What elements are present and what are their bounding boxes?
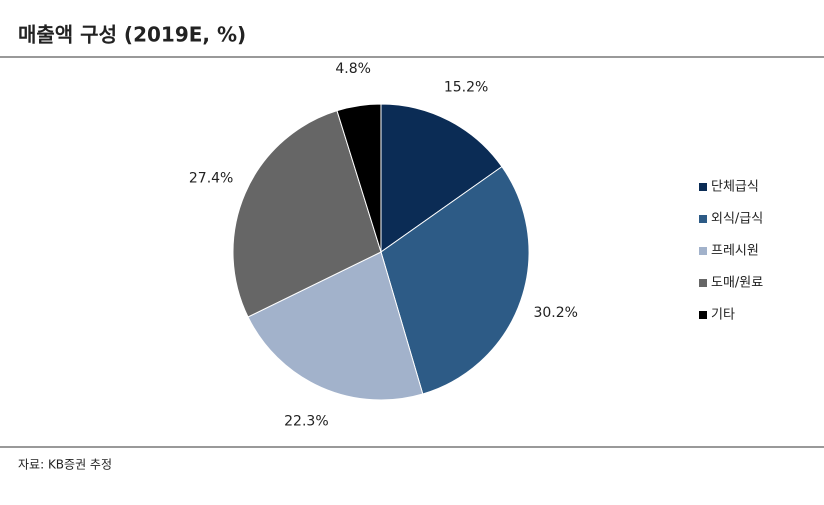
- data-label: 22.3%: [284, 413, 328, 429]
- pie-slice: [380, 103, 503, 253]
- legend-label: 외식/급식: [711, 212, 763, 227]
- data-label: 15.2%: [444, 80, 488, 96]
- source-note: 자료: KB증권 추정: [18, 458, 112, 472]
- legend-label: 도매/원료: [711, 276, 763, 291]
- legend-swatch: [699, 183, 707, 191]
- data-label: 30.2%: [533, 305, 577, 321]
- pie-slice: [336, 103, 382, 253]
- chart-title: 매출액 구성 (2019E, %): [18, 23, 246, 47]
- pie-slice: [247, 251, 424, 401]
- pie-slice: [232, 110, 382, 318]
- data-label: 27.4%: [189, 171, 233, 187]
- legend-swatch: [699, 279, 707, 287]
- legend-label: 단체급식: [711, 180, 759, 195]
- legend-swatch: [699, 247, 707, 255]
- legend-label: 기타: [711, 308, 735, 323]
- pie-slice: [380, 165, 530, 395]
- data-label: 4.8%: [335, 61, 371, 77]
- legend-label: 프레시원: [711, 244, 759, 259]
- legend-swatch: [699, 215, 707, 223]
- legend-swatch: [699, 311, 707, 319]
